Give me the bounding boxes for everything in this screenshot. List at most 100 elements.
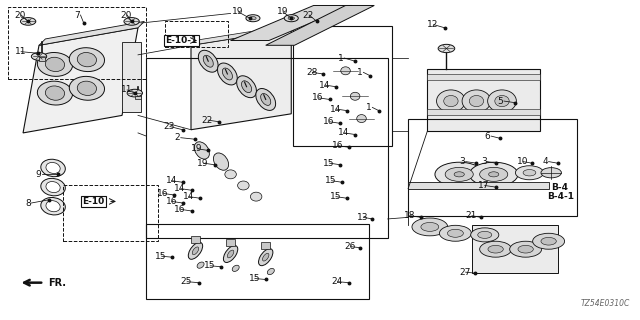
Circle shape — [470, 228, 499, 242]
Circle shape — [523, 170, 536, 176]
Bar — [147, 58, 388, 238]
Text: 16: 16 — [323, 117, 335, 126]
Ellipse shape — [188, 242, 203, 259]
Bar — [8, 7, 146, 79]
Text: 21: 21 — [466, 211, 477, 220]
Text: 15: 15 — [156, 252, 167, 261]
Text: 23: 23 — [164, 122, 175, 131]
Text: 14: 14 — [182, 192, 194, 201]
Ellipse shape — [218, 63, 237, 85]
Ellipse shape — [469, 95, 484, 107]
Text: 27: 27 — [460, 268, 470, 277]
Text: 22: 22 — [202, 116, 213, 125]
Text: 16: 16 — [312, 93, 324, 102]
Text: 15: 15 — [248, 274, 260, 283]
Ellipse shape — [69, 48, 104, 72]
Polygon shape — [39, 21, 145, 45]
Text: 14: 14 — [166, 176, 177, 185]
Ellipse shape — [69, 76, 104, 100]
Circle shape — [477, 231, 492, 238]
Bar — [293, 26, 392, 146]
Polygon shape — [472, 225, 557, 273]
Text: 3: 3 — [460, 157, 465, 166]
Circle shape — [440, 225, 471, 241]
Bar — [135, 96, 141, 100]
Text: 14: 14 — [319, 81, 330, 90]
Ellipse shape — [46, 201, 60, 212]
Ellipse shape — [250, 192, 262, 201]
Bar — [226, 239, 235, 246]
Text: 1: 1 — [357, 68, 363, 77]
Text: 25: 25 — [180, 277, 192, 286]
Ellipse shape — [41, 159, 65, 177]
Ellipse shape — [256, 89, 276, 110]
Text: 9: 9 — [36, 170, 42, 179]
Ellipse shape — [488, 90, 516, 112]
Text: B-4: B-4 — [551, 183, 568, 192]
Ellipse shape — [444, 95, 458, 107]
Circle shape — [488, 245, 503, 253]
Circle shape — [124, 18, 140, 25]
Ellipse shape — [46, 181, 60, 193]
Text: 13: 13 — [357, 213, 369, 222]
Bar — [147, 224, 369, 299]
Ellipse shape — [37, 81, 72, 105]
Text: 5: 5 — [497, 97, 503, 106]
Ellipse shape — [195, 142, 209, 159]
Ellipse shape — [268, 268, 275, 275]
Circle shape — [250, 17, 256, 20]
Text: 20: 20 — [15, 11, 26, 20]
Text: 1: 1 — [366, 103, 372, 112]
Ellipse shape — [225, 170, 236, 179]
Ellipse shape — [223, 245, 238, 262]
Bar — [166, 21, 228, 47]
Ellipse shape — [77, 81, 97, 95]
Ellipse shape — [198, 50, 218, 72]
Text: E-10: E-10 — [83, 197, 105, 206]
Circle shape — [541, 237, 556, 245]
Ellipse shape — [192, 247, 198, 255]
Ellipse shape — [46, 163, 60, 173]
Circle shape — [412, 218, 448, 236]
Text: 19: 19 — [276, 7, 288, 16]
Text: 15: 15 — [323, 159, 335, 168]
Polygon shape — [191, 25, 294, 45]
Text: B-4-1: B-4-1 — [547, 192, 573, 201]
Ellipse shape — [222, 68, 232, 80]
Circle shape — [532, 233, 564, 249]
Text: 7: 7 — [74, 11, 80, 20]
Text: 6: 6 — [484, 132, 490, 140]
Polygon shape — [23, 28, 138, 133]
Circle shape — [447, 229, 463, 237]
Circle shape — [515, 166, 543, 180]
Ellipse shape — [41, 178, 65, 196]
Ellipse shape — [203, 55, 213, 67]
Ellipse shape — [356, 115, 366, 123]
Ellipse shape — [232, 265, 239, 271]
Text: 17: 17 — [478, 181, 490, 190]
Text: 16: 16 — [332, 141, 343, 150]
Bar — [63, 186, 158, 241]
Ellipse shape — [350, 92, 360, 100]
Text: 20: 20 — [121, 11, 132, 20]
Bar — [428, 109, 540, 116]
Text: 19: 19 — [232, 7, 243, 16]
Ellipse shape — [237, 76, 257, 98]
Text: 3: 3 — [481, 157, 486, 166]
Text: 16: 16 — [174, 205, 186, 214]
Ellipse shape — [45, 57, 65, 72]
Text: 12: 12 — [428, 20, 438, 29]
Text: 24: 24 — [332, 277, 343, 286]
Ellipse shape — [45, 86, 65, 100]
Text: E-10-1: E-10-1 — [166, 36, 198, 45]
Circle shape — [454, 172, 465, 177]
Bar — [261, 242, 270, 249]
Text: 26: 26 — [344, 242, 356, 251]
Ellipse shape — [495, 95, 509, 107]
Text: 14: 14 — [330, 105, 341, 114]
Ellipse shape — [41, 197, 65, 215]
Circle shape — [127, 89, 143, 97]
Circle shape — [435, 162, 483, 187]
Bar — [39, 57, 45, 61]
Ellipse shape — [260, 93, 271, 105]
